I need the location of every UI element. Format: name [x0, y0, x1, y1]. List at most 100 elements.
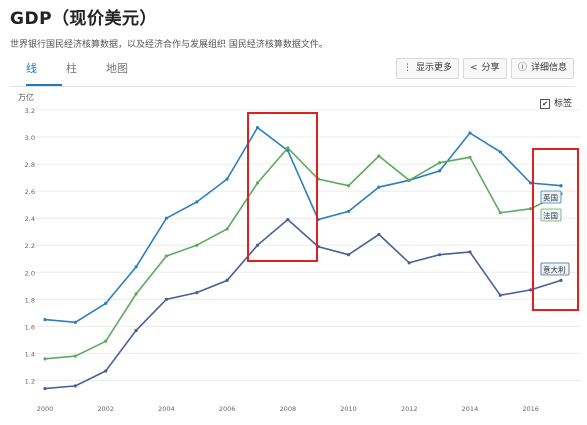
data-point: [346, 209, 351, 214]
series-end-label-box: [540, 190, 562, 204]
data-point: [377, 232, 381, 237]
details-label: 详细信息: [531, 63, 568, 73]
y-tick-label: 2.0: [25, 269, 35, 277]
data-point: [255, 125, 260, 130]
y-tick-label: 3.0: [25, 134, 35, 142]
series-end-label: 意大利: [543, 265, 566, 275]
data-point: [529, 181, 533, 185]
data-point: [437, 253, 442, 257]
data-point: [104, 339, 108, 343]
data-point: [134, 292, 138, 296]
y-tick-label: 1.4: [25, 350, 35, 358]
data-point: [43, 357, 47, 361]
x-tick-label: 2014: [462, 405, 479, 413]
active-tab-indicator: [26, 84, 62, 86]
chart-type-tabs: 线 柱 地图: [10, 58, 575, 87]
data-point: [286, 217, 290, 222]
labels-toggle-label: 标签: [554, 99, 573, 109]
y-axis-unit: 万亿: [18, 93, 34, 102]
data-point: [73, 354, 77, 358]
data-point: [559, 278, 563, 282]
series-line: [44, 218, 562, 390]
x-tick-label: 2004: [158, 405, 175, 413]
checkbox-checked-icon[interactable]: ✔: [540, 98, 550, 109]
y-tick-label: 1.2: [25, 377, 35, 385]
data-point: [195, 290, 199, 295]
tab-bar[interactable]: 柱: [66, 62, 77, 75]
data-point: [164, 297, 169, 301]
y-tick-label: 3.2: [25, 107, 35, 115]
x-tick-label: 2016: [522, 405, 539, 413]
data-point: [377, 154, 381, 158]
data-point: [286, 146, 290, 150]
data-point: [164, 254, 169, 258]
highlight-box: [247, 112, 318, 262]
data-point: [134, 328, 138, 333]
data-point: [498, 150, 502, 154]
y-tick-label: 1.6: [25, 323, 35, 331]
series-line: [44, 146, 562, 360]
data-point: [104, 369, 108, 373]
data-point: [468, 250, 472, 254]
tab-map[interactable]: 地图: [106, 62, 128, 75]
data-point: [104, 301, 108, 305]
data-point: [437, 169, 442, 173]
highlight-box: [532, 148, 579, 311]
data-point: [134, 265, 138, 269]
series-end-label-box: [540, 262, 570, 276]
data-point: [195, 200, 199, 204]
data-point: [346, 184, 351, 188]
data-point: [407, 178, 411, 182]
data-point: [437, 161, 442, 165]
share-label: 分享: [481, 63, 500, 73]
data-point: [225, 278, 229, 282]
details-button[interactable]: ⓘ 详细信息: [511, 58, 575, 79]
tab-line[interactable]: 线: [26, 62, 37, 75]
info-icon: ⓘ: [518, 63, 528, 73]
data-point: [498, 293, 502, 297]
data-point: [498, 211, 502, 215]
labels-toggle[interactable]: ✔ 标签: [540, 96, 572, 109]
data-point: [43, 318, 47, 322]
data-point: [255, 181, 260, 185]
data-point: [468, 155, 472, 159]
x-tick-label: 2008: [280, 405, 297, 413]
y-tick-label: 1.8: [25, 296, 35, 304]
data-point: [468, 131, 472, 135]
data-point: [225, 177, 229, 181]
data-point: [559, 184, 563, 188]
data-point: [195, 243, 199, 247]
y-tick-label: 2.2: [25, 242, 35, 250]
data-point: [225, 227, 229, 231]
data-point: [73, 384, 77, 388]
data-point: [73, 320, 77, 324]
data-point: [43, 386, 47, 391]
series-line: [44, 126, 562, 324]
data-point: [529, 207, 533, 211]
y-tick-label: 2.6: [25, 188, 35, 196]
data-point: [529, 288, 533, 292]
data-point: [164, 216, 169, 220]
x-tick-label: 2010: [340, 405, 357, 413]
x-tick-label: 2002: [97, 405, 114, 413]
show-more-label: 显示更多: [416, 63, 453, 73]
data-point: [255, 243, 260, 247]
page-subtitle: 世界银行国民经济核算数据，以及经济合作与发展组织 国民经济核算数据文件。: [10, 40, 328, 50]
page-title: GDP（现价美元）: [10, 9, 158, 29]
series-end-label: 英国: [543, 193, 558, 203]
data-point: [346, 253, 351, 257]
x-tick-label: 2000: [37, 405, 54, 413]
y-tick-label: 2.8: [25, 161, 35, 169]
share-button[interactable]: < 分享: [463, 58, 507, 79]
x-tick-label: 2006: [219, 405, 236, 413]
series-end-label-box: [540, 208, 562, 222]
y-tick-label: 2.4: [25, 215, 35, 223]
more-vertical-icon: ⋮: [403, 63, 412, 73]
x-tick-label: 2012: [401, 405, 418, 413]
show-more-button[interactable]: ⋮ 显示更多: [396, 58, 460, 79]
series-end-label: 法国: [543, 211, 558, 221]
data-point: [407, 261, 411, 265]
share-icon: <: [470, 63, 478, 73]
data-point: [377, 185, 381, 189]
